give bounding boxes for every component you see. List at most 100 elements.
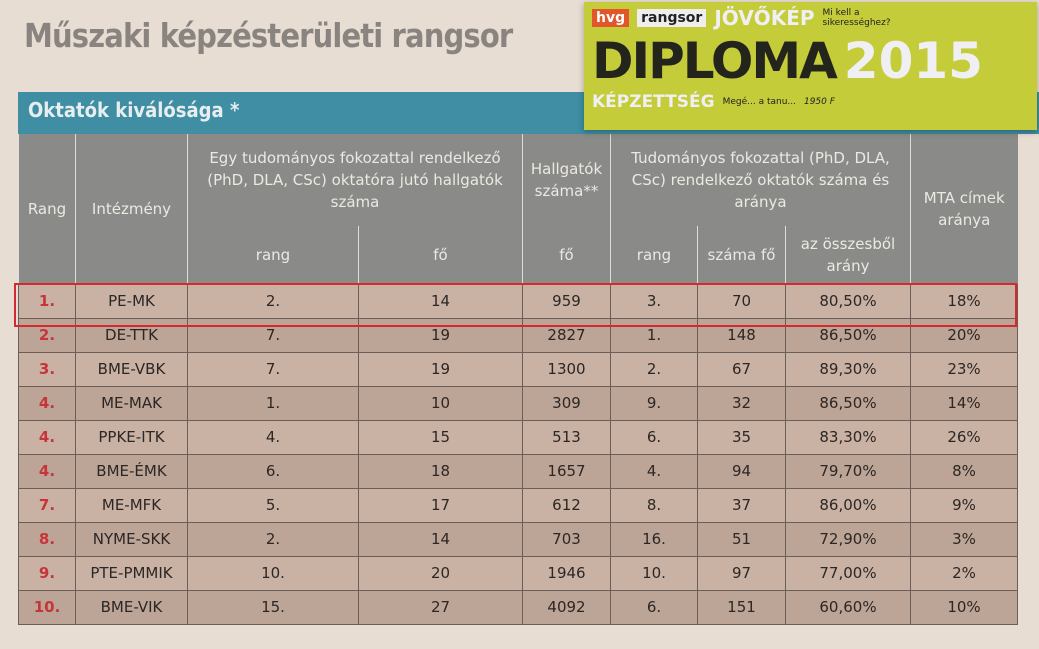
value-cell: 37	[697, 487, 786, 523]
value-cell: 1.	[187, 385, 359, 421]
value-cell: 6.	[187, 453, 359, 489]
value-cell: 9%	[910, 487, 1018, 523]
value-cell: 8.	[610, 487, 698, 523]
value-cell: 60,60%	[785, 589, 911, 625]
table-row: 3. BME-VBK 7. 19 1300 2. 67 89,30% 23%	[18, 351, 1018, 387]
value-cell: 97	[697, 555, 786, 591]
value-cell: 2.	[187, 521, 359, 557]
value-cell: 86,00%	[785, 487, 911, 523]
header-group2: Tudományos fokozattal (PhD, DLA, CSc) re…	[610, 134, 911, 226]
value-cell: 67	[697, 351, 786, 387]
header-g2-szama: száma fő	[697, 226, 786, 284]
institution-cell: PE-MK	[75, 283, 188, 319]
value-cell: 1.	[610, 317, 698, 353]
magazine-main-row: DIPLOMA 2015	[592, 32, 1029, 90]
value-cell: 18	[358, 453, 523, 489]
value-cell: 19	[358, 351, 523, 387]
value-cell: 3%	[910, 521, 1018, 557]
value-cell: 14%	[910, 385, 1018, 421]
value-cell: 7.	[187, 351, 359, 387]
magazine-sub1: Mi kell a sikerességhez?	[822, 8, 891, 28]
value-cell: 4.	[187, 419, 359, 455]
value-cell: 80,50%	[785, 283, 911, 319]
page-title: Műszaki képzésterületi rangsor	[24, 16, 513, 55]
value-cell: 10.	[610, 555, 698, 591]
value-cell: 17	[358, 487, 523, 523]
header-g1-fo: fő	[358, 226, 523, 284]
table-row: 4. PPKE-ITK 4. 15 513 6. 35 83,30% 26%	[18, 419, 1018, 455]
rank-cell: 8.	[18, 521, 76, 557]
value-cell: 15	[358, 419, 523, 455]
value-cell: 51	[697, 521, 786, 557]
value-cell: 72,90%	[785, 521, 911, 557]
institution-cell: ME-MAK	[75, 385, 188, 421]
value-cell: 1300	[522, 351, 611, 387]
value-cell: 20%	[910, 317, 1018, 353]
rank-cell: 4.	[18, 453, 76, 489]
rank-cell: 1.	[18, 283, 76, 319]
header-rang: Rang	[18, 134, 76, 284]
rank-cell: 7.	[18, 487, 76, 523]
value-cell: 70	[697, 283, 786, 319]
value-cell: 79,70%	[785, 453, 911, 489]
value-cell: 18%	[910, 283, 1018, 319]
value-cell: 4092	[522, 589, 611, 625]
rank-cell: 4.	[18, 385, 76, 421]
institution-cell: NYME-SKK	[75, 521, 188, 557]
magazine-main: DIPLOMA	[592, 32, 838, 90]
magazine-logo-2: rangsor	[637, 9, 707, 27]
value-cell: 20	[358, 555, 523, 591]
value-cell: 86,50%	[785, 385, 911, 421]
magazine-cover: hvg rangsor JÖVŐKÉP Mi kell a sikeresség…	[584, 2, 1037, 130]
table-row: 4. BME-ÉMK 6. 18 1657 4. 94 79,70% 8%	[18, 453, 1018, 489]
header-g1-rang: rang	[187, 226, 359, 284]
rank-cell: 3.	[18, 351, 76, 387]
table-row: 10. BME-VIK 15. 27 4092 6. 151 60,60% 10%	[18, 589, 1018, 625]
value-cell: 2.	[187, 283, 359, 319]
magazine-top-row: hvg rangsor JÖVŐKÉP Mi kell a sikeresség…	[592, 6, 1029, 30]
value-cell: 2827	[522, 317, 611, 353]
value-cell: 10	[358, 385, 523, 421]
magazine-price: 1950 F	[803, 97, 835, 107]
value-cell: 1657	[522, 453, 611, 489]
value-cell: 77,00%	[785, 555, 911, 591]
value-cell: 14	[358, 283, 523, 319]
table-row: 9. PTE-PMMIK 10. 20 1946 10. 97 77,00% 2%	[18, 555, 1018, 591]
rank-cell: 2.	[18, 317, 76, 353]
highlight-box	[14, 283, 1017, 327]
header-group1: Egy tudományos fokozattal rendelkező (Ph…	[187, 134, 523, 226]
institution-cell: DE-TTK	[75, 317, 188, 353]
table-row: 8. NYME-SKK 2. 14 703 16. 51 72,90% 3%	[18, 521, 1018, 557]
header-mta: MTA címek aránya	[910, 134, 1018, 284]
magazine-logo: hvg	[592, 9, 630, 27]
value-cell: 94	[697, 453, 786, 489]
table-row: 2. DE-TTK 7. 19 2827 1. 148 86,50% 20%	[18, 317, 1018, 353]
value-cell: 6.	[610, 589, 698, 625]
value-cell: 1946	[522, 555, 611, 591]
table-row: 4. ME-MAK 1. 10 309 9. 32 86,50% 14%	[18, 385, 1018, 421]
value-cell: 16.	[610, 521, 698, 557]
value-cell: 2.	[610, 351, 698, 387]
magazine-sub2: Megé... a tanu...	[722, 97, 796, 107]
rank-cell: 10.	[18, 589, 76, 625]
magazine-year: 2015	[843, 32, 983, 90]
value-cell: 10%	[910, 589, 1018, 625]
value-cell: 959	[522, 283, 611, 319]
value-cell: 27	[358, 589, 523, 625]
magazine-bottom-row: KÉPZETTSÉG Megé... a tanu... 1950 F	[592, 92, 1029, 112]
table-row: 7. ME-MFK 5. 17 612 8. 37 86,00% 9%	[18, 487, 1018, 523]
magazine-word1: JÖVŐKÉP	[714, 6, 815, 30]
value-cell: 10.	[187, 555, 359, 591]
magazine-word2: KÉPZETTSÉG	[592, 92, 715, 112]
value-cell: 148	[697, 317, 786, 353]
value-cell: 151	[697, 589, 786, 625]
value-cell: 19	[358, 317, 523, 353]
header-hallgatok: Hallgatók száma**	[522, 134, 611, 226]
value-cell: 83,30%	[785, 419, 911, 455]
value-cell: 9.	[610, 385, 698, 421]
value-cell: 612	[522, 487, 611, 523]
value-cell: 14	[358, 521, 523, 557]
header-g2-rang: rang	[610, 226, 698, 284]
value-cell: 2%	[910, 555, 1018, 591]
value-cell: 5.	[187, 487, 359, 523]
